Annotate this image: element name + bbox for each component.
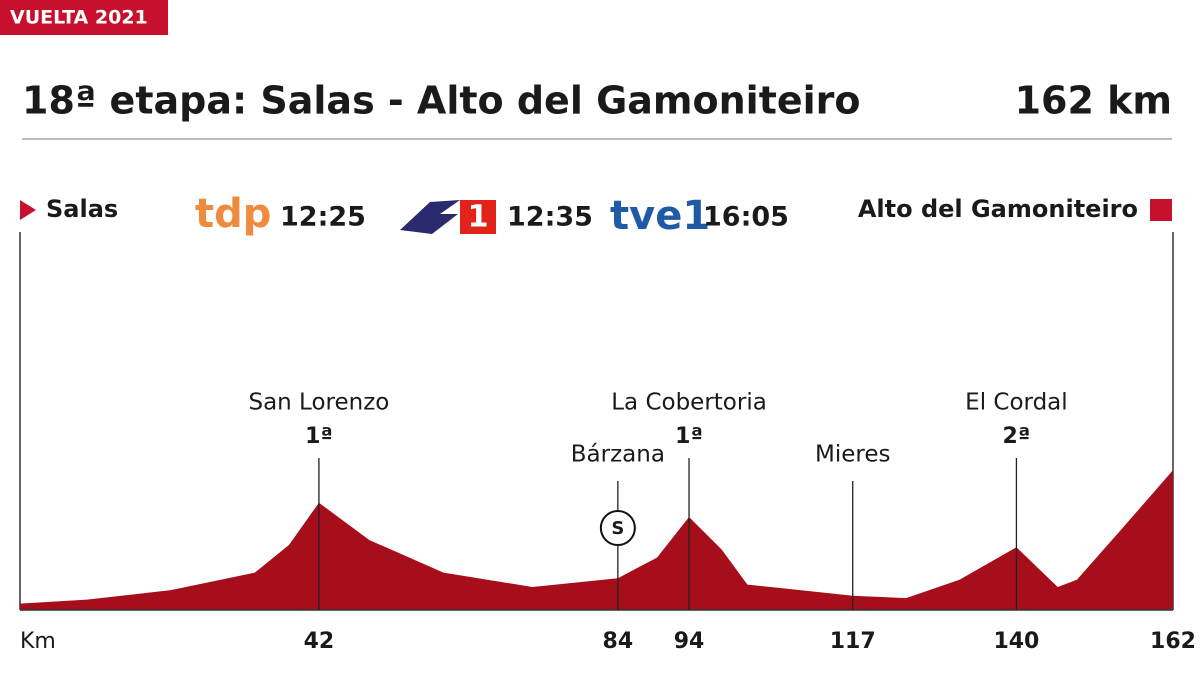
point-name: Mieres <box>815 442 890 468</box>
channel: 1 <box>468 200 489 235</box>
distance: 162 km <box>1015 79 1172 123</box>
point-category: 2ª <box>1003 424 1031 449</box>
marker: S <box>611 518 624 539</box>
x-tick-label: 140 <box>993 629 1039 654</box>
finish-icon <box>1150 199 1172 221</box>
point-name: San Lorenzo <box>248 390 389 416</box>
point-category: 1ª <box>305 424 333 449</box>
la1-star <box>400 200 460 234</box>
x-tick-label: Km <box>20 629 56 654</box>
channel: tve1 <box>610 193 710 239</box>
chart-title: 18ª etapa: Salas - Alto del Gamoniteiro <box>22 79 861 123</box>
marker-circle <box>599 510 636 546</box>
profile-area <box>20 470 1173 610</box>
tag: VUELTA 2021 <box>10 7 148 29</box>
la1-box <box>460 200 496 234</box>
x-tick-label: 42 <box>304 629 335 654</box>
x-tick-label: 94 <box>674 629 705 654</box>
time: 12:25 <box>280 202 366 233</box>
tag-box <box>0 0 168 35</box>
x-tick-label: 162 <box>1150 629 1196 654</box>
start-icon <box>20 200 36 220</box>
point-name: La Cobertoria <box>611 390 767 416</box>
point-name: Bárzana <box>571 442 665 468</box>
time: 12:35 <box>507 202 593 233</box>
point-category: 1ª <box>675 424 703 449</box>
x-tick-label: 84 <box>603 629 634 654</box>
start: Salas <box>46 195 118 223</box>
time: 16:05 <box>703 202 789 233</box>
channel: tdp <box>195 191 271 237</box>
finish: Alto del Gamoniteiro <box>858 195 1138 223</box>
x-tick-label: 117 <box>830 629 876 654</box>
point-name: El Cordal <box>965 390 1068 416</box>
